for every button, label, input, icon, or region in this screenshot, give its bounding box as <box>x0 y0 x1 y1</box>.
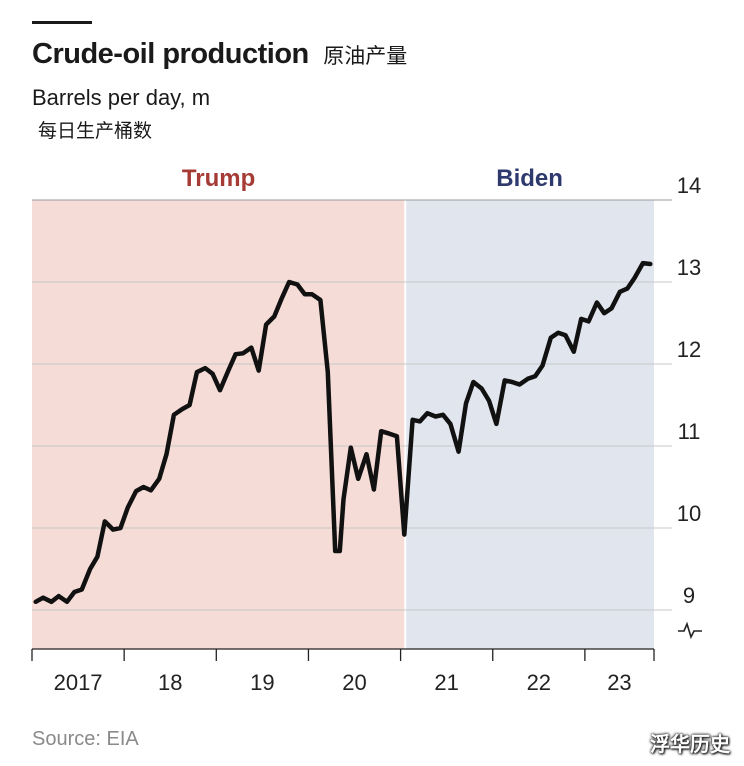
period-band-trump <box>32 200 406 649</box>
x-tick-label: 19 <box>250 670 274 695</box>
chart-title: Crude-oil production <box>32 38 309 70</box>
x-tick-label: 21 <box>434 670 458 695</box>
period-label-trump: Trump <box>182 165 255 192</box>
x-tick-label: 22 <box>527 670 551 695</box>
x-tick-label: 2017 <box>54 670 103 695</box>
production-line <box>33 260 653 605</box>
axis-break-icon <box>678 621 702 640</box>
top-rule <box>32 21 92 24</box>
chart-subtitle-cn: 每日生产桶数 <box>38 120 153 142</box>
chart-subtitle: Barrels per day, m <box>32 85 211 110</box>
x-tick-label: 18 <box>158 670 182 695</box>
chart-title-cn: 原油产量 <box>323 44 408 68</box>
y-tick-label: 14 <box>677 173 701 198</box>
y-tick-label: 12 <box>677 337 701 362</box>
period-band-biden <box>405 200 654 649</box>
period-label-biden: Biden <box>496 165 563 192</box>
y-tick-label: 9 <box>683 583 695 608</box>
y-tick-label: 13 <box>677 255 701 280</box>
source-note: Source: EIA <box>32 728 139 750</box>
production-chart: Trump Biden 9 10 11 12 13 14 2017 18 19 20 21 22 23 <box>31 165 702 695</box>
x-tick-label: 23 <box>607 670 631 695</box>
y-tick-label: 10 <box>677 501 701 526</box>
x-tick-label: 20 <box>342 670 366 695</box>
title-row: Crude-oil production 原油产量 <box>32 38 407 71</box>
y-tick-label: 11 <box>678 419 701 444</box>
watermark: 浮华历史 <box>650 732 730 756</box>
